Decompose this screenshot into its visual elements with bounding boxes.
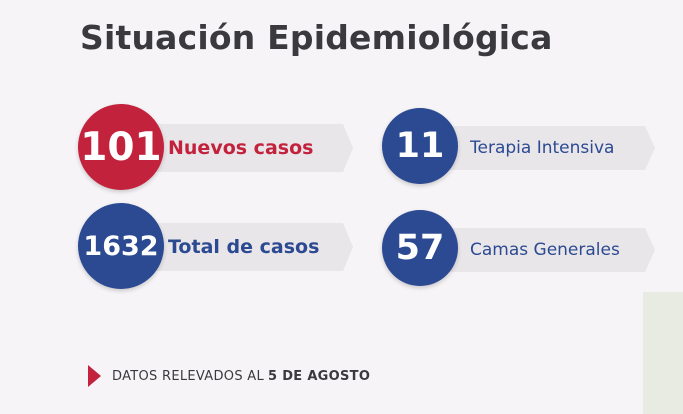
stat-camas-generales: 57 Camas Generales	[382, 210, 655, 288]
stat-label-camas-generales: Camas Generales	[470, 240, 620, 260]
page-title: Situación Epidemiológica	[80, 18, 553, 57]
footer-prefix: DATOS RELEVADOS AL	[112, 368, 265, 384]
stat-label-terapia-intensiva: Terapia Intensiva	[470, 138, 615, 158]
stat-value-terapia-intensiva: 11	[382, 108, 458, 184]
stat-terapia-intensiva: 11 Terapia Intensiva	[382, 108, 655, 186]
stat-nuevos-casos: 101 Nuevos casos	[78, 104, 353, 192]
stat-label-nuevos-casos: Nuevos casos	[168, 137, 314, 159]
stat-label-total-casos: Total de casos	[168, 236, 320, 258]
stat-value-nuevos-casos: 101	[78, 104, 164, 190]
stat-total-casos: 1632 Total de casos	[78, 203, 353, 291]
footer-date: 5 DE AGOSTO	[268, 368, 371, 384]
footer-note: DATOS RELEVADOS AL 5 DE AGOSTO	[88, 362, 370, 390]
stat-value-total-casos: 1632	[78, 203, 164, 289]
stat-value-camas-generales: 57	[382, 210, 458, 286]
side-panel	[643, 292, 683, 414]
triangle-right-icon	[88, 365, 101, 387]
